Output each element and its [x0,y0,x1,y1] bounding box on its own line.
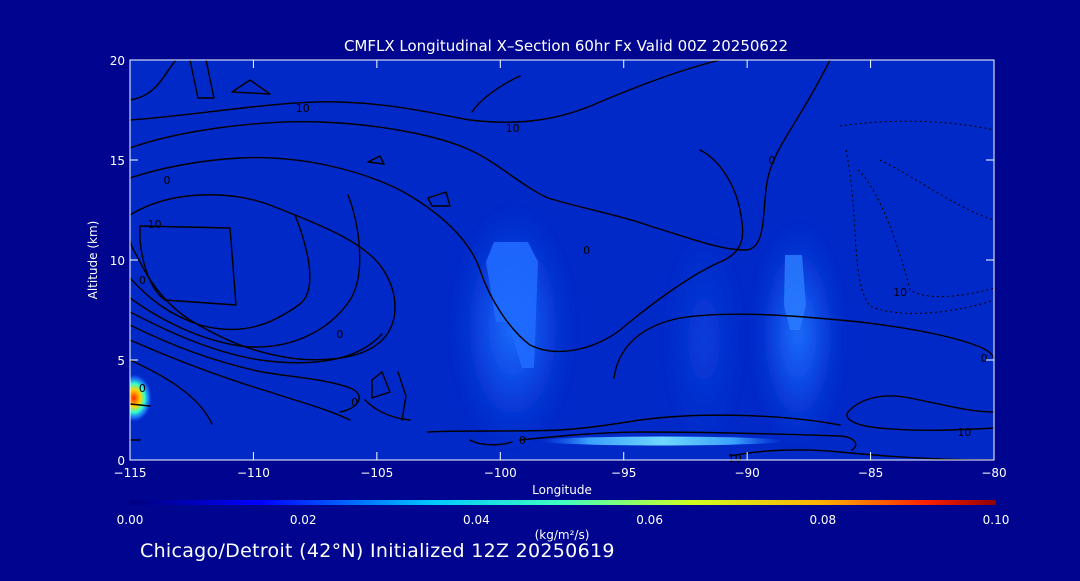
contour-line [367,155,385,165]
contour-label: 0 [139,274,146,287]
x-tick-label: −110 [237,466,270,480]
contour-line [130,194,396,361]
y-axis: 0 5 10 15 20 [110,54,994,468]
contour-label: 10 [148,218,162,231]
y-tick-label: 20 [110,54,125,68]
x-tick-label: −100 [484,466,517,480]
contour-line [397,371,407,421]
contour-line [469,439,513,446]
contour-line [427,414,841,433]
contour-label: 10 [296,102,310,115]
y-tick-label: 15 [110,154,125,168]
negative-contour-lines [839,120,994,314]
updraft-cell-93w [664,232,744,447]
contour-line [189,60,215,99]
contour-label: 10 [957,426,971,439]
y-axis-label: Altitude (km) [86,221,100,300]
plot-area: 10 10 0 10 0 0 0 0 0 0 10 0 10 0 10 [129,59,995,465]
colorbar-tick-label: 0.02 [290,513,317,527]
contour-label: 10 [506,122,520,135]
contour-line [613,313,994,379]
contour-line [130,60,831,251]
colorbar-tick-label: 0.08 [809,513,836,527]
contour-line [130,194,361,348]
contour-line [130,324,360,413]
contour-label: 10 [728,452,742,465]
contour-label: 0 [981,352,988,365]
contour-line [130,359,213,425]
updraft-cell-91w-halo [752,222,844,447]
contour-label: 10 [893,286,907,299]
x-axis-label: Longitude [532,483,592,497]
colorbar-tick-label: 0.04 [463,513,490,527]
colorbar-tick-label: 0.06 [636,513,663,527]
contour-line [130,60,721,123]
updraft-cell-100w-core [486,242,538,368]
x-tick-label: −95 [611,466,636,480]
contour-line [139,225,237,306]
boundary-hotspot [130,374,152,422]
colorbar: 0.00 0.02 0.04 0.06 0.08 0.10 (kg/m²/s) [117,500,1010,542]
x-tick-label: −115 [114,466,147,480]
contour-line [130,214,311,331]
contour-label: 0 [139,382,146,395]
x-tick-label: −90 [734,466,759,480]
x-tick-label: −85 [858,466,883,480]
y-tick-label: 0 [117,454,125,468]
contour-line [364,399,411,421]
contour-line [519,431,857,451]
contour-line [130,403,151,407]
contour-line [130,149,744,353]
dashed-contour [879,159,994,221]
contour-line [130,311,383,364]
y-tick-label: 5 [117,354,125,368]
contour-line [427,191,451,207]
contour-lines [130,60,994,460]
contour-line [231,79,271,95]
mass-flux-fill [130,205,844,450]
contour-line [130,60,178,101]
contour-labels: 10 10 0 10 0 0 0 0 0 0 10 0 10 0 10 [139,102,988,465]
x-axis: −115 −110 −105 −100 −95 −90 −85 −80 [114,60,1007,480]
contour-line [371,371,391,399]
contour-label: 0 [583,244,590,257]
colorbar-tick-label: 0.10 [983,513,1010,527]
contour-line [471,75,521,113]
x-tick-label: −80 [981,466,1006,480]
contour-label: 0 [336,328,343,341]
x-tick-label: −105 [360,466,393,480]
dashed-contour [839,120,994,131]
initialization-footer: Chicago/Detroit (42°N) Initialized 12Z 2… [140,540,615,562]
dashed-contour [845,149,994,314]
dashed-contour [857,169,994,297]
contour-label: 0 [768,154,775,167]
y-tick-label: 10 [110,254,125,268]
colorbar-ticks: 0.00 0.02 0.04 0.06 0.08 0.10 [117,513,1010,527]
contour-label: 0 [519,434,526,447]
contour-line [729,449,994,460]
colorbar-gradient [130,500,996,505]
low-level-flux-band [540,436,784,446]
colorbar-units: (kg/m²/s) [535,528,590,542]
contour-label: 0 [351,396,358,409]
contour-line [846,395,994,431]
contour-label: 0 [164,174,171,187]
chart-title: CMFLX Longitudinal X–Section 60hr Fx Val… [344,37,788,55]
colorbar-tick-label: 0.00 [117,513,144,527]
updraft-cell-91w-core [784,255,806,330]
contour-line [130,339,351,421]
